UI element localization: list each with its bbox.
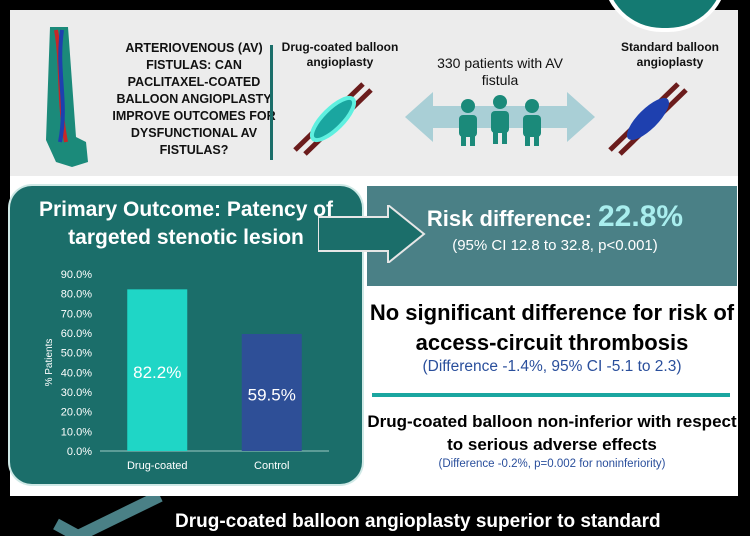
y-tick-label: 0.0% xyxy=(67,446,92,458)
checkmark-icon xyxy=(53,496,163,536)
x-category-label: Drug-coated xyxy=(127,460,188,472)
y-tick-label: 60.0% xyxy=(61,328,92,340)
bar-drug-coated xyxy=(127,289,188,451)
bar-control xyxy=(241,333,302,451)
patients-group-icon xyxy=(459,95,541,146)
risk-difference: Risk difference: 22.8% xyxy=(380,200,730,234)
risk-difference-box xyxy=(367,186,737,286)
standard-balloon-icon xyxy=(608,82,688,156)
y-tick-label: 50.0% xyxy=(61,348,92,360)
y-tick-label: 10.0% xyxy=(61,426,92,438)
bar-data-label: 82.2% xyxy=(133,363,181,382)
drug-coated-arm-label: Drug-coated balloon angioplasty xyxy=(281,40,399,69)
y-tick-label: 90.0% xyxy=(61,269,92,281)
chart-area: 0.0% 10.0% 20.0% 30.0% 40.0% 50.0% 60.0% 70.0% 8… xyxy=(34,264,339,479)
study-question: ARTERIOVENOUS (AV) FISTULAS: CAN PACLITA… xyxy=(112,41,276,157)
risk-difference-label: Risk difference: xyxy=(426,206,592,231)
y-tick-label: 40.0% xyxy=(61,367,92,379)
study-summary-panel xyxy=(10,10,738,176)
risk-difference-value: 22.8% xyxy=(597,200,684,233)
conclusion-text: Drug-coated balloon angioplasty superior… xyxy=(175,511,661,532)
header-divider xyxy=(270,45,273,160)
risk-difference-ci: (95% CI 12.8 to 32.8, p<0.001) xyxy=(452,237,658,254)
y-tick-label: 20.0% xyxy=(61,407,92,419)
y-tick-label: 70.0% xyxy=(61,308,92,320)
y-tick-label: 30.0% xyxy=(61,387,92,399)
safety-detail: (Difference -0.2%, p=0.002 for noninferi… xyxy=(438,458,666,470)
y-axis-label: % Patients xyxy=(44,339,55,387)
outcome-arrow xyxy=(318,205,426,263)
x-category-label: Control xyxy=(254,460,289,472)
section-separator xyxy=(372,393,730,397)
y-tick-label: 80.0% xyxy=(61,289,92,301)
arm-fistula-icon xyxy=(46,27,88,167)
drug-coated-balloon-icon xyxy=(293,82,373,156)
standard-arm-label: Standard balloon angioplasty xyxy=(620,40,719,69)
safety-result: Drug-coated balloon non-inferior with re… xyxy=(367,412,737,454)
primary-outcome-title: Primary Outcome: Patency of targeted ste… xyxy=(38,198,334,249)
patency-bar-chart: 0.0% 10.0% 20.0% 30.0% 40.0% 50.0% 60.0% 70.0% 8… xyxy=(44,269,329,472)
bar-data-label: 59.5% xyxy=(248,385,296,404)
thrombosis-detail: (Difference -1.4%, 95% CI -5.1 to 2.3) xyxy=(422,358,682,375)
patients-label: 330 patients with AV fistula xyxy=(437,55,563,88)
thrombosis-result: No significant difference for risk of ac… xyxy=(369,300,735,355)
